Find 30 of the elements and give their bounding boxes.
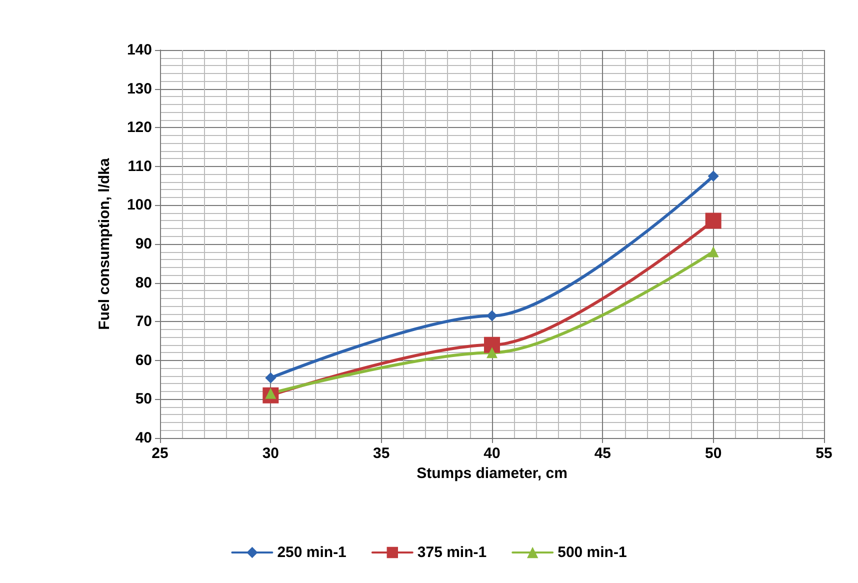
y-tick-label: 110 (128, 158, 152, 175)
y-tick-label: 130 (126, 80, 152, 98)
y-tick-label: 40 (135, 430, 152, 446)
x-tick-label: 45 (594, 445, 612, 462)
point (484, 336, 500, 353)
x-axis-title: Stumps diameter, cm (416, 465, 568, 482)
point (265, 372, 276, 384)
legend-label: 250 min-1 (277, 544, 346, 561)
y-tick-label: 140 (126, 42, 152, 58)
x-tick-label: 50 (704, 445, 722, 462)
point (708, 246, 719, 258)
y-tick-label: 120 (126, 119, 152, 136)
y-tick-label: 80 (135, 274, 152, 292)
x-tick-label: 40 (484, 445, 500, 462)
x-tick-label: 35 (372, 445, 390, 462)
legend-label: 500 min-1 (558, 544, 627, 561)
point (486, 310, 498, 322)
y-tick-label: 50 (135, 390, 152, 408)
x-tick-label: 55 (816, 445, 832, 462)
y-tick-label: 60 (135, 352, 152, 369)
y-tick-label: 100 (126, 196, 152, 214)
point (708, 170, 719, 182)
y-axis-title: Fuel consumption, l/dka (96, 158, 113, 330)
y-tick-label: 90 (135, 236, 152, 252)
point (705, 212, 722, 229)
y-tick-label: 70 (135, 313, 152, 330)
point (486, 347, 498, 358)
x-tick-label: 25 (152, 445, 168, 462)
legend-label: 375 min-1 (417, 544, 487, 561)
x-tick-label: 30 (262, 445, 280, 462)
